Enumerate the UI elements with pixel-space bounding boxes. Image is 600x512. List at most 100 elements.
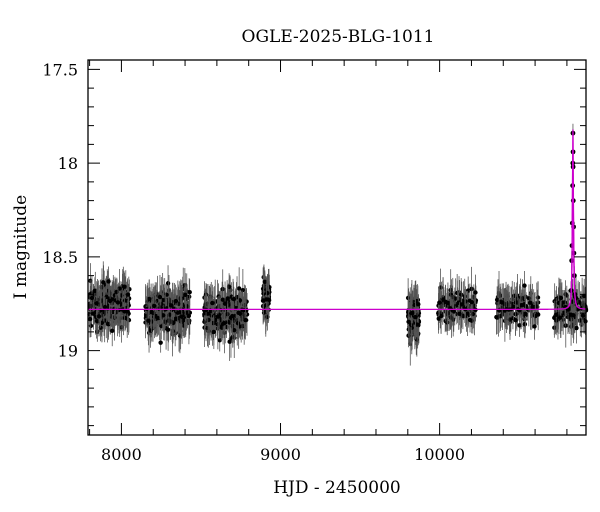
data-point <box>187 318 192 323</box>
data-point <box>526 296 532 301</box>
data-point <box>580 313 586 318</box>
x-axis-label: HJD - 2450000 <box>273 478 401 498</box>
data-point <box>210 300 215 306</box>
data-point <box>106 279 111 284</box>
data-point <box>186 294 192 299</box>
data-point <box>532 324 537 329</box>
data-point <box>167 312 173 317</box>
data-point <box>186 313 192 319</box>
model-curve-peak <box>566 129 580 309</box>
data-point <box>152 303 157 309</box>
data-point <box>213 317 219 323</box>
data-point <box>554 312 559 317</box>
data-point <box>155 315 161 321</box>
data-point <box>438 285 443 290</box>
data-point <box>146 318 151 323</box>
data-point <box>469 300 475 305</box>
y-tick-label: 18.5 <box>42 248 78 267</box>
data-point <box>94 301 99 306</box>
data-point <box>89 291 94 296</box>
data-layer <box>87 123 589 366</box>
data-point <box>409 311 414 316</box>
data-point <box>243 317 248 323</box>
data-point <box>437 300 442 305</box>
data-point <box>149 309 154 315</box>
data-point <box>122 309 127 314</box>
model-curve <box>88 156 587 311</box>
data-point <box>494 315 500 320</box>
data-point <box>157 294 163 300</box>
data-point <box>467 317 473 323</box>
data-point <box>143 313 149 319</box>
data-point <box>520 296 525 301</box>
data-point <box>571 313 576 318</box>
data-point <box>236 286 242 291</box>
data-point <box>225 296 230 301</box>
data-point <box>527 300 533 305</box>
data-point <box>202 319 207 325</box>
data-point <box>264 297 269 302</box>
data-point <box>125 292 131 297</box>
data-point <box>230 313 235 319</box>
data-point <box>91 311 96 316</box>
tick-layer: 8000 9000 10000 17.5 18 18.5 19 <box>42 60 586 464</box>
data-point <box>473 290 478 295</box>
data-point <box>533 313 538 319</box>
data-point <box>522 321 528 327</box>
y-tick-label: 18 <box>58 154 78 173</box>
x-tick-label: 10000 <box>414 445 465 464</box>
data-point <box>222 301 228 306</box>
data-point <box>470 311 476 317</box>
chart-title: OGLE-2025-BLG-1011 <box>242 27 435 47</box>
data-point <box>210 320 216 326</box>
data-point <box>165 281 171 286</box>
data-point <box>414 322 420 327</box>
data-point <box>179 314 184 319</box>
data-point <box>183 292 188 298</box>
data-point <box>522 283 527 288</box>
data-point <box>557 315 563 320</box>
data-point <box>98 325 103 330</box>
data-point <box>122 284 127 289</box>
data-point <box>87 316 93 322</box>
data-point <box>563 323 568 328</box>
data-point <box>574 325 579 331</box>
data-point <box>494 297 500 302</box>
data-point <box>406 319 411 324</box>
data-point <box>582 293 587 299</box>
data-point <box>101 280 106 285</box>
data-point <box>265 290 270 296</box>
y-axis-label: I magnitude <box>11 195 31 299</box>
data-point <box>173 298 179 304</box>
data-point <box>147 296 152 302</box>
data-point <box>117 286 122 291</box>
data-point <box>122 298 128 303</box>
data-point <box>92 288 98 293</box>
data-point <box>227 339 232 344</box>
plot-frame <box>87 59 587 436</box>
data-point <box>122 315 128 321</box>
data-point <box>211 329 217 335</box>
data-point <box>110 328 115 334</box>
data-point <box>413 314 418 320</box>
data-point <box>558 295 564 301</box>
data-point <box>88 323 94 328</box>
data-point <box>511 304 516 309</box>
data-point <box>215 314 221 319</box>
data-point <box>187 289 192 295</box>
data-point <box>438 313 444 319</box>
data-point <box>231 296 237 302</box>
data-point <box>102 304 108 310</box>
data-point <box>235 320 241 326</box>
data-point <box>160 297 166 303</box>
data-point <box>206 317 211 323</box>
data-point <box>523 303 529 309</box>
data-point <box>236 310 241 316</box>
data-point <box>523 311 528 317</box>
data-point <box>443 299 448 305</box>
data-point <box>416 302 421 307</box>
data-point <box>506 302 511 307</box>
data-point <box>107 298 113 304</box>
data-point <box>158 340 163 345</box>
